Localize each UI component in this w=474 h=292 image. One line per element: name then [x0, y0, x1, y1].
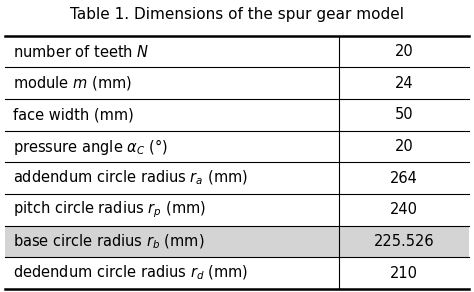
Text: pressure angle $\alpha_C$ (°): pressure angle $\alpha_C$ (°) — [13, 137, 168, 157]
Text: 210: 210 — [390, 266, 418, 281]
Text: 20: 20 — [395, 44, 414, 59]
Text: 24: 24 — [395, 76, 413, 91]
Text: module $m$ (mm): module $m$ (mm) — [13, 74, 132, 92]
Text: 240: 240 — [390, 202, 418, 218]
Text: 50: 50 — [395, 107, 413, 122]
Text: 20: 20 — [395, 139, 414, 154]
Text: 264: 264 — [390, 171, 418, 186]
Text: dedendum circle radius $r_d$ (mm): dedendum circle radius $r_d$ (mm) — [13, 264, 248, 282]
Text: pitch circle radius $r_p$ (mm): pitch circle radius $r_p$ (mm) — [13, 200, 206, 220]
Text: face width (mm): face width (mm) — [13, 107, 134, 122]
Text: base circle radius $r_b$ (mm): base circle radius $r_b$ (mm) — [13, 232, 205, 251]
Text: 225.526: 225.526 — [374, 234, 435, 249]
Text: number of teeth $N$: number of teeth $N$ — [13, 44, 149, 60]
Bar — [5, 226, 469, 258]
Text: addendum circle radius $r_a$ (mm): addendum circle radius $r_a$ (mm) — [13, 169, 248, 187]
Text: Table 1. Dimensions of the spur gear model: Table 1. Dimensions of the spur gear mod… — [70, 7, 404, 22]
